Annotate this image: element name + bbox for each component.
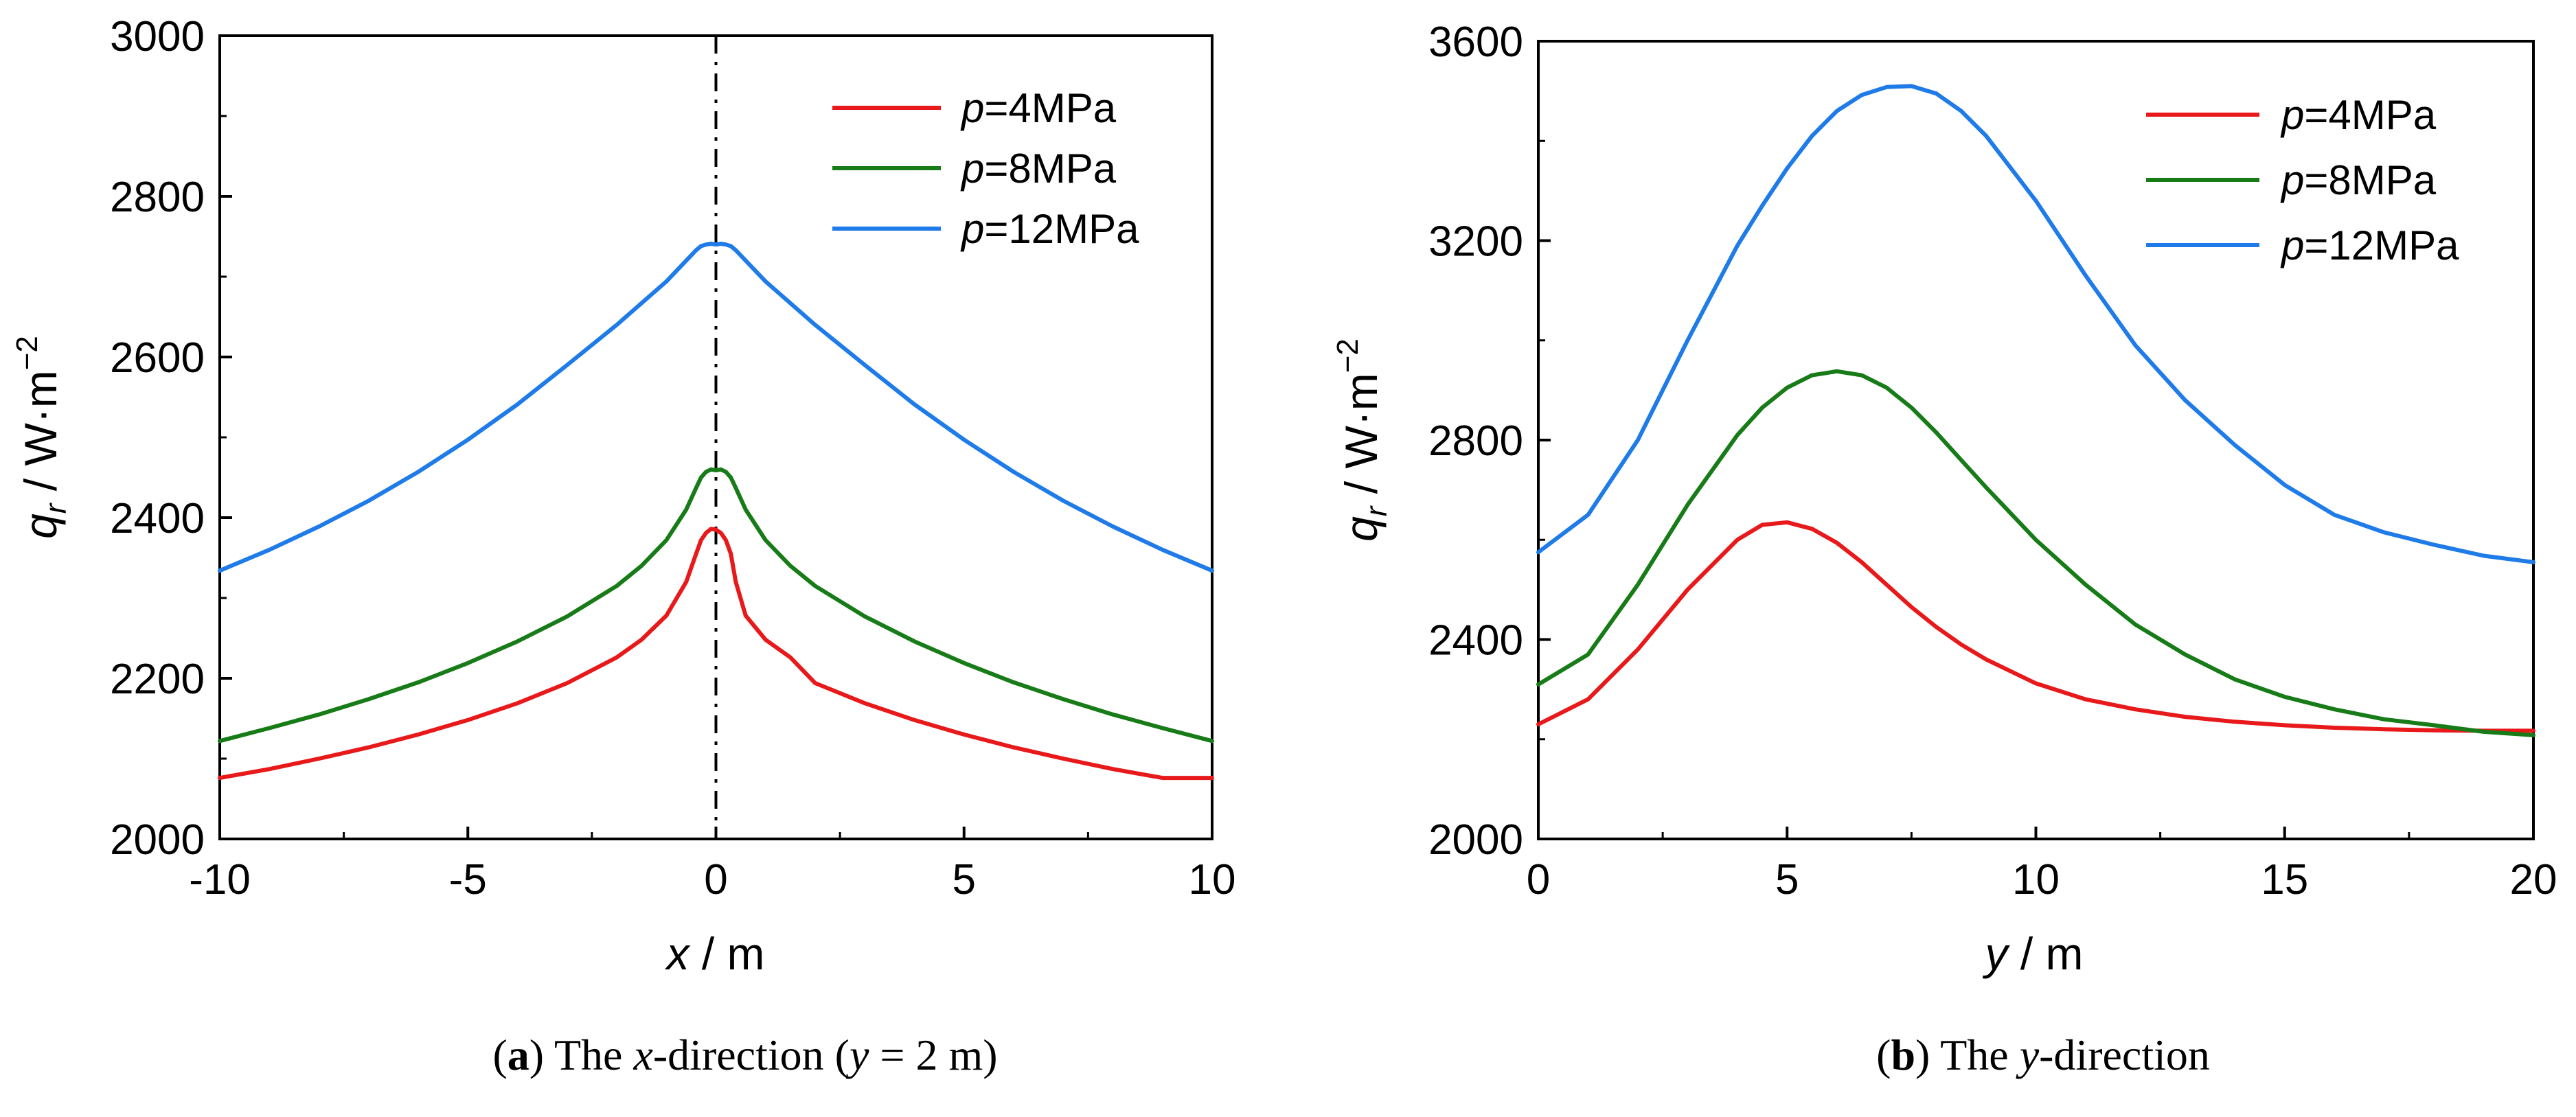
chart-panel-a: -10 -5 0 5 10200022002400260028003000p=4MPap…: [10, 13, 1235, 1079]
x-axis-var: x: [665, 928, 691, 979]
y-axis-var: q: [15, 514, 66, 539]
y-axis-var: q: [1336, 516, 1387, 542]
caption-letter: b: [1891, 1030, 1915, 1079]
legend-var: p: [2280, 92, 2304, 138]
legend-label: p=12MPa: [960, 206, 1139, 252]
legend-var: p: [960, 146, 984, 192]
x-tick-label: 5: [1775, 856, 1799, 903]
series-line-4MPa: [218, 527, 1214, 781]
legend-label: p=8MPa: [960, 146, 1117, 192]
x-axis-unit: / m: [689, 928, 765, 979]
y-tick-label: 3000: [110, 13, 205, 60]
legend-label: p=4MPa: [2280, 92, 2437, 138]
x-axis-label: y / m: [1983, 928, 2084, 979]
series-line-8MPa: [1536, 369, 2535, 737]
y-tick-label: 3200: [1428, 218, 1523, 266]
panel-caption: (b) The y-direction: [1876, 1030, 2210, 1079]
x-tick-label: -10: [189, 856, 251, 903]
x-axis-label: x / m: [665, 928, 765, 979]
x-tick-label: -5: [449, 856, 487, 903]
y-tick-label: 2400: [1428, 617, 1523, 665]
legend-label: p=8MPa: [2280, 157, 2437, 203]
caption-text: The: [1930, 1030, 2019, 1079]
x-axis-var: y: [1983, 928, 2011, 979]
y-axis-label: qr / W·m−2: [10, 336, 73, 539]
legend-var: p: [2280, 222, 2304, 268]
legend-value: =12MPa: [2304, 222, 2459, 268]
x-tick-label: 20: [2510, 856, 2557, 903]
y-axis-sup: −2: [1331, 338, 1365, 373]
legend-value: =8MPa: [2304, 157, 2436, 203]
caption-paren: (: [492, 1030, 507, 1079]
x-tick-label: 0: [704, 856, 727, 903]
x-axis-unit: / m: [2008, 928, 2084, 979]
caption-var: y: [845, 1030, 869, 1079]
legend-label: p=12MPa: [2280, 222, 2459, 268]
x-tick-label: 10: [2012, 856, 2060, 903]
x-tick-label: 0: [1527, 856, 1550, 903]
x-tick-label: 15: [2261, 856, 2308, 903]
legend-var: p: [960, 85, 984, 131]
y-axis-label: qr / W·m−2: [1331, 338, 1393, 542]
legend-value: =8MPa: [984, 146, 1116, 192]
y-tick-label: 3600: [1428, 19, 1523, 66]
y-axis-unit: / W·m: [15, 370, 66, 503]
y-tick-label: 2800: [1428, 417, 1523, 465]
panel-caption: (a) The x-direction (y = 2 m): [492, 1030, 997, 1079]
caption-letter: a: [508, 1030, 529, 1079]
y-tick-label: 2000: [110, 816, 205, 864]
y-tick-label: 2600: [110, 334, 205, 382]
legend-value: =12MPa: [984, 206, 1139, 252]
legend-value: =4MPa: [984, 85, 1116, 131]
x-tick-label: 10: [1189, 856, 1236, 903]
caption-text: The: [544, 1030, 633, 1079]
y-tick-label: 2000: [1428, 816, 1523, 864]
caption-text: -direction: [2039, 1030, 2210, 1079]
caption-paren: ): [1915, 1030, 1930, 1079]
y-axis-sub: r: [39, 502, 73, 514]
x-tick-label: 5: [953, 856, 976, 903]
y-axis-unit: / W·m: [1336, 373, 1387, 506]
series-line-4MPa: [1536, 520, 2535, 733]
legend-label: p=4MPa: [960, 85, 1117, 131]
caption-var: x: [632, 1030, 652, 1079]
y-tick-label: 2400: [110, 495, 205, 542]
legend-value: =4MPa: [2304, 92, 2436, 138]
series-line-12MPa: [1536, 84, 2535, 564]
series-line-12MPa: [218, 242, 1214, 573]
legend-var: p: [2280, 157, 2304, 203]
y-tick-label: 2800: [110, 174, 205, 221]
caption-paren: (: [1876, 1030, 1891, 1079]
caption-paren: ): [529, 1030, 544, 1079]
caption-text: -direction (: [653, 1030, 850, 1079]
y-tick-label: 2200: [110, 656, 205, 703]
chart-panel-b: 0 5 10 15 2020002400280032003600p=4MPap=8MPa…: [1331, 19, 2557, 1079]
legend-var: p: [960, 206, 984, 252]
caption-var: y: [2016, 1030, 2040, 1079]
caption-text: = 2 m): [869, 1030, 997, 1079]
series-line-8MPa: [218, 467, 1214, 744]
y-axis-sub: r: [1360, 505, 1393, 516]
y-axis-sup: −2: [10, 336, 44, 370]
